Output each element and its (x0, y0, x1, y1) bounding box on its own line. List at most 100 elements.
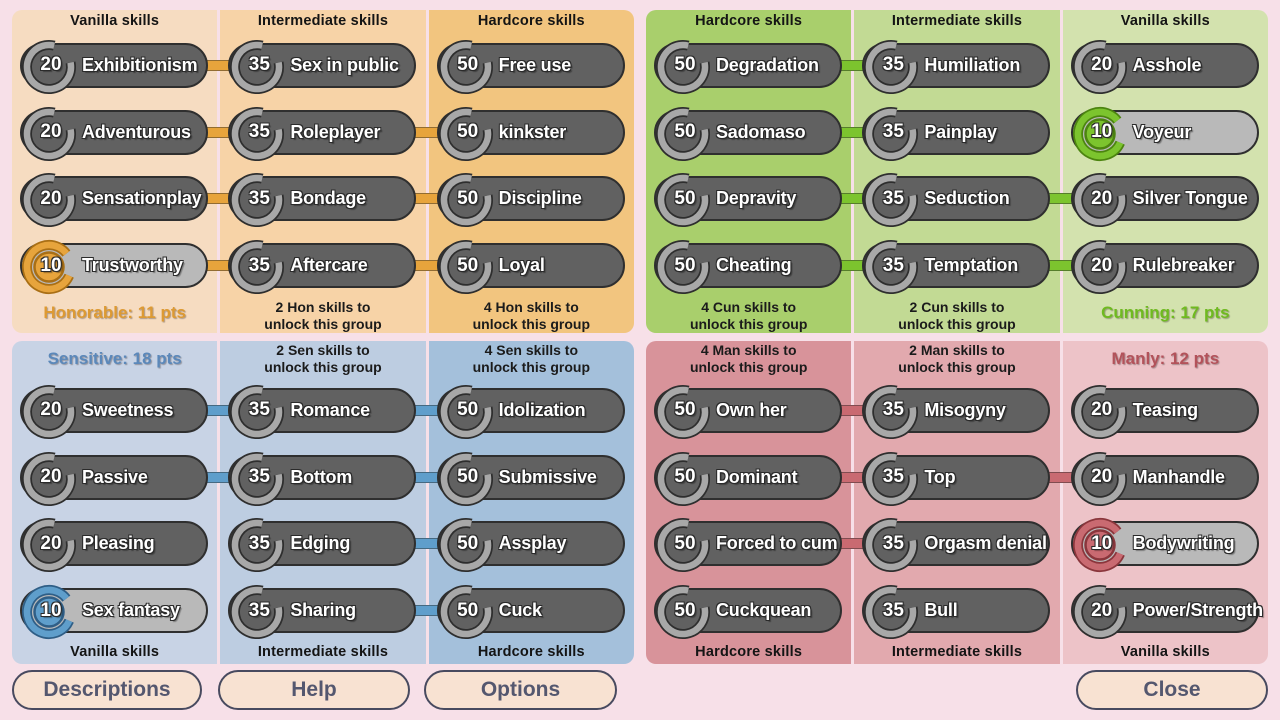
skill-label: Roleplayer (290, 121, 381, 142)
skill-cost: 50 (457, 399, 479, 421)
skill-pill-own-her[interactable]: 50 Own her (654, 384, 842, 439)
skill-pill-edging[interactable]: 35 Edging (228, 518, 417, 573)
skill-cost: 10 (1091, 532, 1113, 554)
skill-pill-voyeur[interactable]: 10 Voyeur (1070, 106, 1259, 161)
skill-pill-cuckquean[interactable]: 50 Cuckquean (654, 585, 842, 640)
skill-column-hardcore-skills: Hardcore skills 50 Free use 50 kinkster (428, 10, 634, 333)
skill-cost: 20 (40, 187, 62, 209)
skill-cost: 35 (248, 54, 270, 76)
quadrant-manly: 4 Man skills to unlock this group 50 Own… (646, 341, 1268, 664)
skill-cost: 35 (248, 399, 270, 421)
skill-label: Sharing (290, 600, 356, 621)
skill-pill-seduction[interactable]: 35 Seduction (862, 173, 1051, 228)
skill-pill-pleasing[interactable]: 20 Pleasing (20, 518, 208, 573)
skill-pill-sharing[interactable]: 35 Sharing (228, 585, 417, 640)
skill-pill-sensationplay[interactable]: 20 Sensationplay (20, 173, 208, 228)
skill-label: Voyeur (1132, 121, 1192, 142)
skill-slot: 10 Sex fantasy (12, 577, 217, 644)
column-header: Vanilla skills (70, 13, 160, 29)
skill-label: Exhibitionism (82, 54, 198, 75)
skill-pill-power-strength[interactable]: 20 Power/Strength (1070, 585, 1263, 640)
skill-pill-cheating[interactable]: 50 Cheating (654, 240, 842, 295)
skill-label: Discipline (498, 188, 582, 209)
skill-pill-roleplayer[interactable]: 35 Roleplayer (228, 106, 417, 161)
skill-pill-loyal[interactable]: 50 Loyal (436, 240, 625, 295)
skill-pill-bondage[interactable]: 35 Bondage (228, 173, 417, 228)
skill-cost: 20 (1091, 599, 1113, 621)
skill-pill-bottom[interactable]: 35 Bottom (228, 451, 417, 506)
unlock-requirement-label: 4 Cun skills to unlock this group (689, 299, 808, 332)
skill-pill-asshole[interactable]: 20 Asshole (1070, 39, 1259, 94)
skill-label: Sweetness (82, 399, 174, 420)
skill-label: Free use (498, 54, 572, 75)
skill-pill-sex-in-public[interactable]: 35 Sex in public (228, 39, 417, 94)
skill-pill-trustworthy[interactable]: 10 Trustworthy (20, 240, 208, 295)
skill-pill-humiliation[interactable]: 35 Humiliation (862, 39, 1051, 94)
column-header: Intermediate skills (257, 644, 389, 660)
skill-pill-forced-to-cum[interactable]: 50 Forced to cum (654, 518, 842, 573)
skill-pill-bull[interactable]: 35 Bull (862, 585, 1051, 640)
skill-connector (200, 404, 237, 416)
skill-pill-orgasm-denial[interactable]: 35 Orgasm denial (862, 518, 1051, 573)
skill-pill-assplay[interactable]: 50 Assplay (436, 518, 625, 573)
skill-slot: 20 Pleasing (12, 511, 217, 578)
skill-pill-degradation[interactable]: 50 Degradation (654, 39, 842, 94)
skill-pill-sweetness[interactable]: 20 Sweetness (20, 384, 208, 439)
skill-pill-rulebreaker[interactable]: 20 Rulebreaker (1070, 240, 1259, 295)
skill-cost: 35 (248, 187, 270, 209)
skill-pill-bodywriting[interactable]: 10 Bodywriting (1070, 518, 1259, 573)
skill-cost: 50 (457, 466, 479, 488)
skill-pill-painplay[interactable]: 35 Painplay (862, 106, 1051, 161)
skill-pill-passive[interactable]: 20 Passive (20, 451, 208, 506)
skill-cost: 35 (248, 532, 270, 554)
options-button[interactable]: Options (424, 670, 617, 710)
skill-pill-sadomaso[interactable]: 50 Sadomaso (654, 106, 842, 161)
skill-cost: 50 (674, 399, 696, 421)
skill-pill-cuck[interactable]: 50 Cuck (436, 585, 625, 640)
skill-cost: 20 (40, 466, 62, 488)
unlock-requirement-label: 2 Sen skills to unlock this group (264, 342, 382, 375)
skill-cost: 20 (1091, 466, 1113, 488)
skill-pill-idolization[interactable]: 50 Idolization (436, 384, 625, 439)
column-header: Hardcore skills (695, 13, 803, 29)
skill-slot: 50 Dominant (646, 444, 851, 511)
skill-pill-top[interactable]: 35 Top (862, 451, 1051, 506)
help-button[interactable]: Help (218, 670, 410, 710)
skill-column-intermediate-skills: Intermediate skills 35 Sex in public 35 … (220, 10, 426, 333)
skill-pill-adventurous[interactable]: 20 Adventurous (20, 106, 208, 161)
skill-pill-dominant[interactable]: 50 Dominant (654, 451, 842, 506)
skill-slot: 50 Discipline (429, 166, 634, 233)
close-button[interactable]: Close (1076, 670, 1268, 710)
descriptions-button[interactable]: Descriptions (12, 670, 202, 710)
skill-slot: 50 Assplay (429, 511, 634, 578)
skill-slot: 10 Bodywriting (1063, 511, 1268, 578)
skill-pill-temptation[interactable]: 35 Temptation (862, 240, 1051, 295)
skill-pill-silver-tongue[interactable]: 20 Silver Tongue (1070, 173, 1259, 228)
column-header: Hardcore skills (695, 644, 803, 660)
skill-pill-free-use[interactable]: 50 Free use (436, 39, 625, 94)
skill-connector (409, 260, 446, 272)
skill-label: Bondage (290, 188, 366, 209)
skill-cost: 20 (1091, 54, 1113, 76)
skill-slot: 50 Depravity (646, 166, 851, 233)
skill-pill-romance[interactable]: 35 Romance (228, 384, 417, 439)
skill-label: Dominant (716, 466, 798, 487)
skill-pill-kinkster[interactable]: 50 kinkster (436, 106, 625, 161)
skill-pill-misogyny[interactable]: 35 Misogyny (862, 384, 1051, 439)
unlock-requirement-label: 4 Hon skills to unlock this group (472, 299, 591, 332)
skill-slot: 50 Own her (646, 377, 851, 444)
skill-pill-submissive[interactable]: 50 Submissive (436, 451, 625, 506)
skill-cost: 50 (674, 254, 696, 276)
skill-pill-manhandle[interactable]: 20 Manhandle (1070, 451, 1259, 506)
skill-slot: 35 Temptation (854, 232, 1059, 299)
skill-connector (1043, 471, 1080, 483)
skill-pill-exhibitionism[interactable]: 20 Exhibitionism (20, 39, 208, 94)
skill-pill-teasing[interactable]: 20 Teasing (1070, 384, 1259, 439)
skill-pill-sex-fantasy[interactable]: 10 Sex fantasy (20, 585, 208, 640)
skill-slot: 20 Adventurous (12, 99, 217, 166)
skill-pill-discipline[interactable]: 50 Discipline (436, 173, 625, 228)
skill-pill-aftercare[interactable]: 35 Aftercare (228, 240, 417, 295)
skill-pill-depravity[interactable]: 50 Depravity (654, 173, 842, 228)
skill-connector (834, 260, 871, 272)
points-total-label: Sensitive: 18 pts (47, 348, 182, 368)
